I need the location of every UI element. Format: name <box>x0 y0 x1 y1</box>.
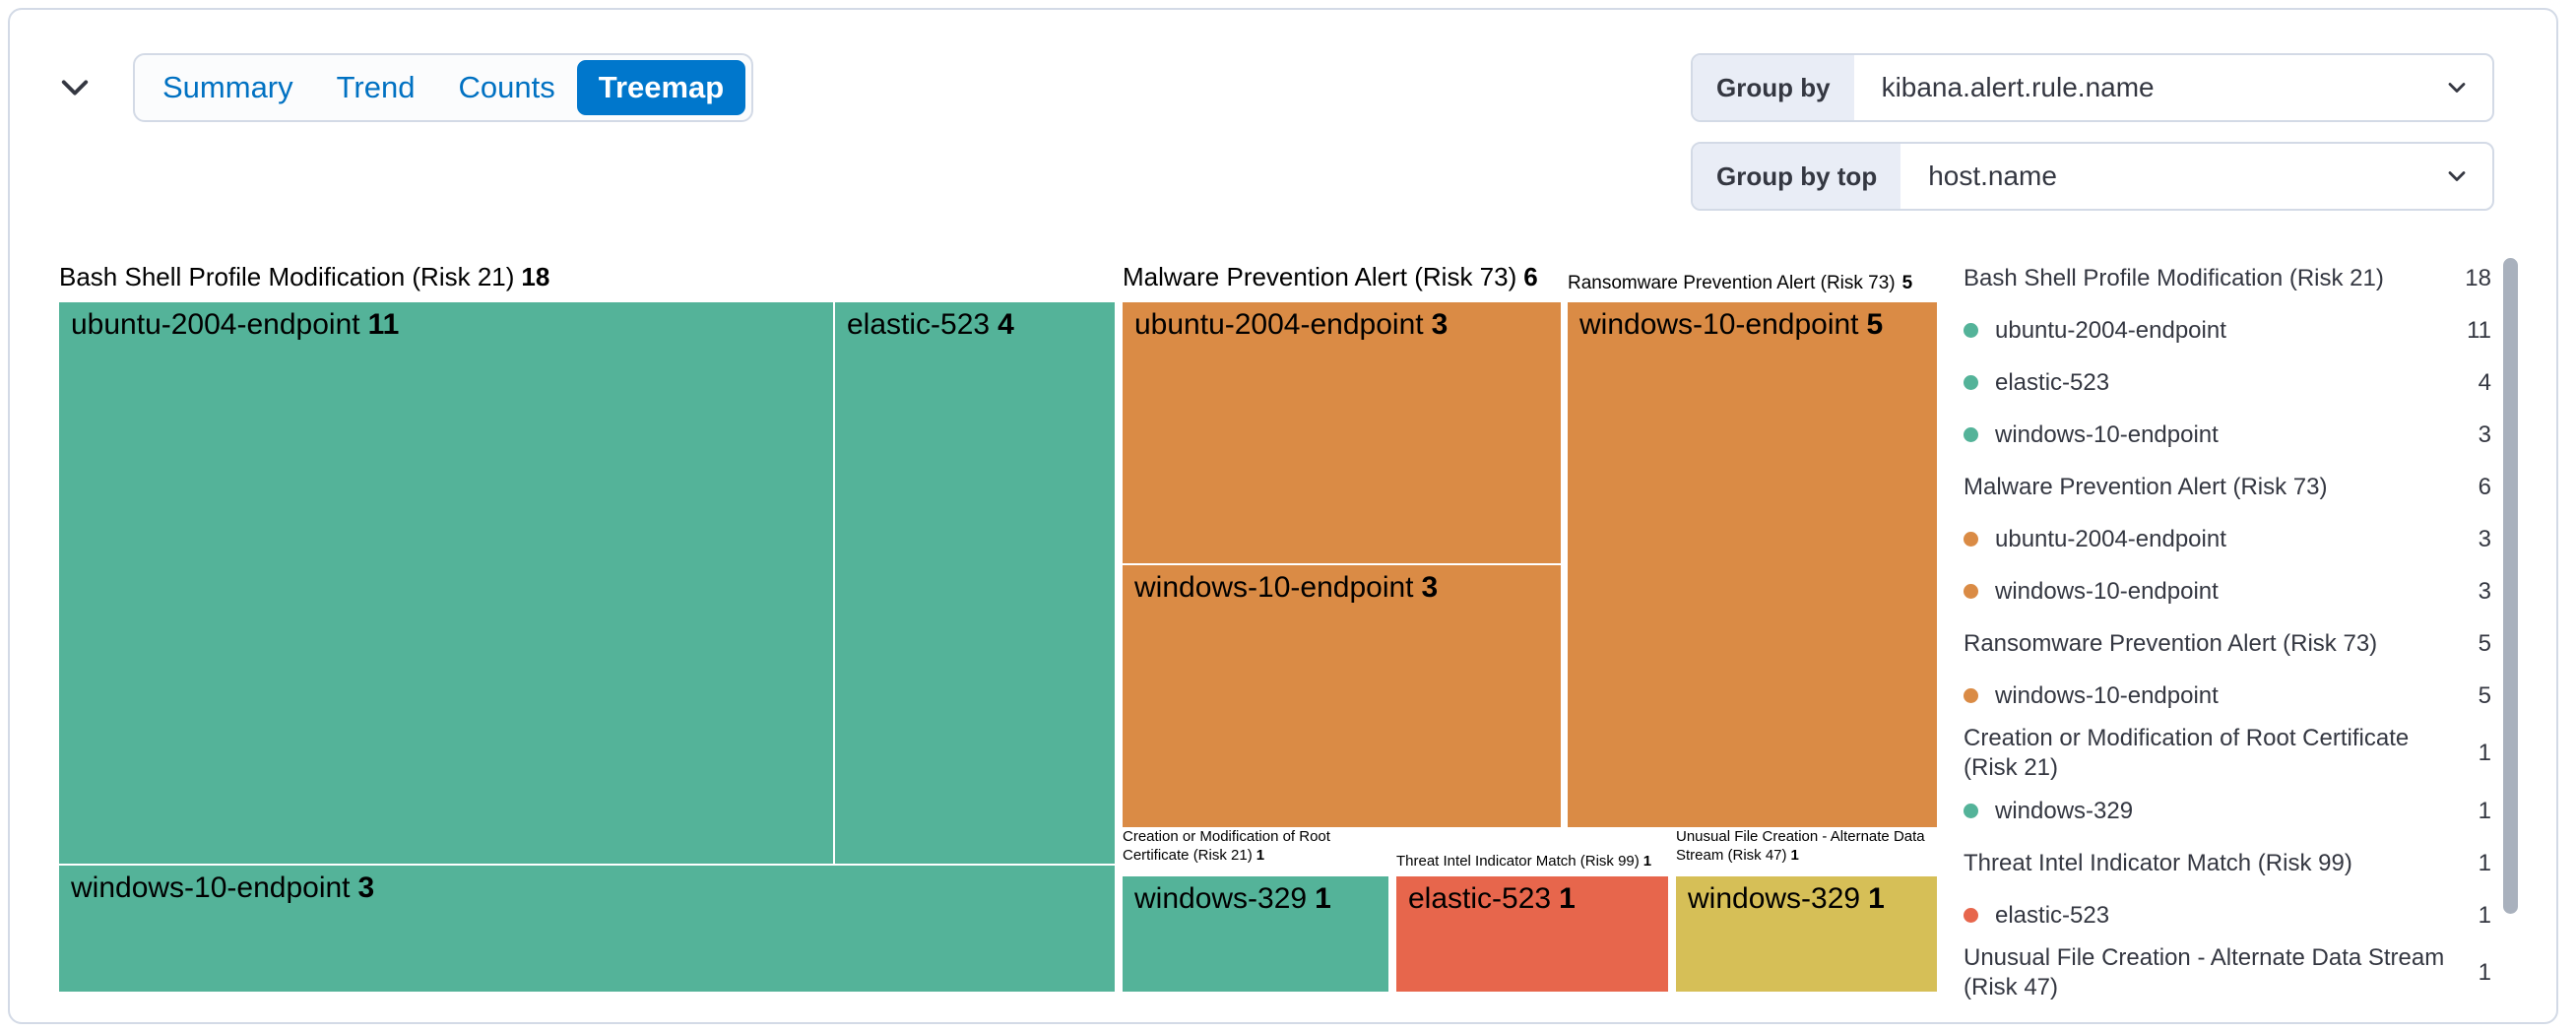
treemap-cell[interactable]: windows-10-endpoint 3 <box>59 866 1115 992</box>
legend-item[interactable]: windows-10-endpoint 3 <box>1960 565 2491 617</box>
group-by-label: Group by <box>1693 55 1854 120</box>
legend-item[interactable]: ubuntu-2004-endpoint 3 <box>1960 513 2491 565</box>
treemap-group-header: Creation or Modification of Root Certifi… <box>1123 828 1330 864</box>
legend-item[interactable]: Bash Shell Profile Modification (Risk 21… <box>1964 264 2491 291</box>
alerts-panel: Summary Trend Counts Treemap Group by ki… <box>8 8 2558 1024</box>
treemap-legend: Bash Shell Profile Modification (Risk 21… <box>1960 252 2491 1004</box>
group-by-top-value: host.name <box>1928 161 2057 191</box>
treemap-cell[interactable]: ubuntu-2004-endpoint 3 <box>1123 302 1561 563</box>
legend-item[interactable]: Unusual File Creation - Alternate Data S… <box>1964 944 2491 1000</box>
treemap-group-header: Threat Intel Indicator Match (Risk 99) 1 <box>1396 853 1652 870</box>
treemap-chart: Bash Shell Profile Modification (Risk 21… <box>59 260 1937 992</box>
treemap-group-header: Unusual File Creation - Alternate Data S… <box>1676 828 1925 864</box>
chevron-down-icon <box>57 70 93 108</box>
tab-summary[interactable]: Summary <box>141 60 315 115</box>
treemap-cell[interactable]: windows-329 1 <box>1123 876 1388 992</box>
treemap-group-header: Bash Shell Profile Modification (Risk 21… <box>59 262 550 291</box>
legend-item[interactable]: Creation or Modification of Root Certifi… <box>1964 725 2491 781</box>
legend-dot <box>1964 584 1978 599</box>
legend-dot <box>1964 532 1978 547</box>
group-by-select[interactable]: Group by kibana.alert.rule.name <box>1691 53 2494 122</box>
legend-item[interactable]: Malware Prevention Alert (Risk 73) 6 <box>1964 473 2491 500</box>
legend-item[interactable]: windows-10-endpoint 5 <box>1960 670 2491 722</box>
collapse-section-button[interactable] <box>53 67 97 110</box>
legend-dot <box>1964 804 1978 818</box>
legend-item[interactable]: windows-329 1 <box>1960 785 2491 837</box>
legend-item[interactable]: windows-10-endpoint 3 <box>1960 409 2491 461</box>
treemap-cell[interactable]: windows-329 1 <box>1676 876 1937 992</box>
treemap-cell[interactable]: elastic-523 4 <box>835 302 1115 864</box>
treemap-cell[interactable]: windows-10-endpoint 5 <box>1568 302 1937 827</box>
legend-item[interactable]: elastic-523 1 <box>1960 889 2491 941</box>
legend-dot <box>1964 323 1978 338</box>
group-by-value: kibana.alert.rule.name <box>1881 72 2155 102</box>
tab-treemap[interactable]: Treemap <box>576 60 746 115</box>
legend-dot <box>1964 375 1978 390</box>
treemap-cell[interactable]: ubuntu-2004-endpoint 11 <box>59 302 833 864</box>
legend-item[interactable]: elastic-523 4 <box>1960 356 2491 409</box>
legend-item[interactable]: Ransomware Prevention Alert (Risk 73) 5 <box>1964 629 2491 657</box>
chevron-down-icon <box>2443 55 2492 120</box>
legend-item[interactable]: ubuntu-2004-endpoint 11 <box>1960 304 2491 356</box>
treemap-cell[interactable]: elastic-523 1 <box>1396 876 1668 992</box>
legend-dot <box>1964 908 1978 923</box>
legend-item[interactable]: Threat Intel Indicator Match (Risk 99) 1 <box>1964 849 2491 876</box>
view-mode-tabs: Summary Trend Counts Treemap <box>133 53 754 122</box>
tab-trend[interactable]: Trend <box>315 60 437 115</box>
legend-dot <box>1964 688 1978 703</box>
treemap-group-header: Ransomware Prevention Alert (Risk 73) 5 <box>1568 273 1913 293</box>
tab-counts[interactable]: Counts <box>436 60 576 115</box>
chevron-down-icon <box>2443 144 2492 209</box>
legend-scrollbar[interactable] <box>2503 258 2518 914</box>
group-by-top-label: Group by top <box>1693 144 1901 209</box>
legend-dot <box>1964 427 1978 442</box>
treemap-cell[interactable]: windows-10-endpoint 3 <box>1123 565 1561 827</box>
group-by-top-select[interactable]: Group by top host.name <box>1691 142 2494 211</box>
treemap-group-header: Malware Prevention Alert (Risk 73) 6 <box>1123 262 1538 291</box>
